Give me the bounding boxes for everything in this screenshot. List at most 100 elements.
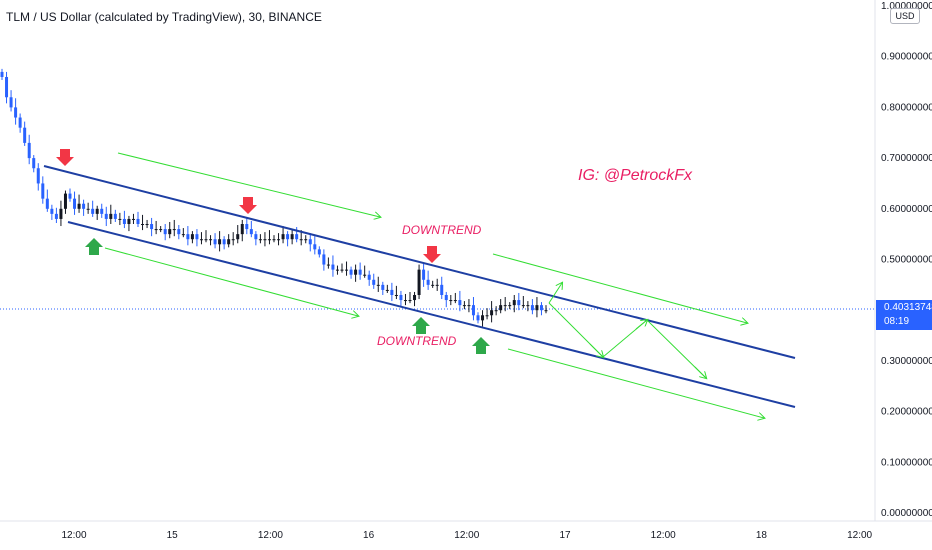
candle-body: [358, 269, 362, 275]
candle-body: [467, 305, 471, 307]
candle-body: [322, 254, 326, 265]
candle-body: [172, 229, 176, 231]
downtrend-label-bottom[interactable]: DOWNTREND: [377, 334, 457, 348]
time-tick-label: 18: [756, 530, 768, 541]
candle-body: [95, 208, 99, 214]
candle-body: [104, 213, 108, 219]
candle-body: [141, 224, 145, 226]
candle-body: [163, 229, 167, 235]
candle-body: [68, 193, 72, 199]
candle-body: [14, 107, 18, 118]
candle-body: [23, 127, 27, 143]
downtrend-label-top[interactable]: DOWNTREND: [402, 223, 482, 237]
time-tick-label: 12:00: [847, 530, 872, 541]
candle-body: [267, 239, 271, 241]
candle-body: [77, 203, 81, 209]
down-arrow-icon[interactable]: [56, 149, 74, 166]
candle-body: [376, 284, 380, 286]
candle-body: [186, 234, 190, 240]
down-arrow-icon[interactable]: [423, 246, 441, 263]
candle-body: [227, 239, 231, 245]
candle-body: [32, 158, 36, 169]
candle-body: [27, 142, 31, 159]
price-tick-label: 0.90000000: [881, 52, 932, 63]
candle-body: [440, 284, 444, 295]
candle-body: [345, 269, 349, 271]
guide-arrow-2[interactable]: [104, 247, 358, 316]
price-tick-label: 0.60000000: [881, 204, 932, 215]
time-tick-label: 17: [559, 530, 571, 541]
candle-body: [295, 234, 299, 240]
candle-body: [86, 208, 90, 210]
candle-body: [444, 294, 448, 301]
candle-body: [258, 239, 262, 241]
candle-body: [231, 239, 235, 241]
projection-arrow-up-1[interactable]: [548, 283, 562, 304]
candle-body: [426, 279, 430, 285]
candle-body: [36, 168, 40, 184]
candlesticks: [0, 68, 548, 327]
candle-body: [403, 300, 407, 302]
chart-title: TLM / US Dollar (calculated by TradingVi…: [6, 10, 322, 24]
price-tick-label: 0.50000000: [881, 255, 932, 266]
candle-body: [145, 224, 149, 226]
projection-arrow-down-2: [694, 366, 706, 378]
price-tick-label: 0.80000000: [881, 102, 932, 113]
candle-body: [435, 284, 439, 286]
up-arrow-icon[interactable]: [472, 337, 490, 354]
time-axis[interactable]: 12:00 15 12:00 16 12:00 17 12:00 18 12:00: [61, 530, 872, 541]
candle-body: [91, 208, 95, 214]
down-arrow-icon[interactable]: [239, 197, 257, 214]
candle-body: [5, 76, 9, 98]
candle-body: [54, 213, 58, 219]
candle-body: [354, 269, 358, 275]
candle-body: [154, 229, 158, 231]
candle-body: [82, 203, 86, 209]
candle-body: [281, 234, 285, 240]
projection-arrow-down-1: [589, 343, 603, 357]
candle-body: [521, 305, 525, 307]
candle-body: [131, 218, 135, 220]
channel-lower-line[interactable]: [67, 221, 796, 408]
candle-body: [394, 294, 398, 296]
candle-body: [272, 239, 276, 241]
currency-badge[interactable]: USD: [890, 8, 920, 24]
candle-body: [9, 97, 13, 108]
candle-body: [331, 264, 335, 270]
candle-body: [471, 305, 475, 316]
candle-body: [190, 234, 194, 240]
projection-path[interactable]: [548, 302, 707, 379]
candle-body: [494, 310, 498, 312]
up-arrow-icon[interactable]: [85, 238, 103, 255]
candle-body: [245, 224, 249, 230]
candle-body: [109, 213, 113, 219]
candle-body: [113, 213, 117, 219]
candle-body: [535, 305, 539, 311]
bar-countdown: 08:19: [884, 316, 910, 327]
candle-body: [299, 239, 303, 241]
candle-body: [526, 305, 530, 307]
candle-body: [417, 269, 421, 295]
guide-arrow-1[interactable]: [117, 152, 380, 217]
current-price-value: 0.40313748: [884, 302, 932, 313]
candle-body: [539, 305, 543, 311]
candle-body: [286, 234, 290, 240]
current-price-label: 0.40313748 08:19: [876, 300, 932, 330]
candle-body: [485, 315, 489, 317]
guide-arrow-4[interactable]: [507, 348, 764, 418]
price-axis[interactable]: 1.00000000 0.90000000 0.80000000 0.70000000…: [881, 1, 932, 519]
candle-body: [127, 218, 131, 225]
candle-body: [254, 234, 258, 240]
candle-body: [240, 224, 244, 235]
candle-body: [499, 305, 503, 311]
candle-body: [335, 269, 339, 271]
guide-arrow-3[interactable]: [492, 253, 747, 323]
candle-body: [213, 239, 217, 245]
candle-body: [385, 289, 389, 291]
candle-body: [222, 239, 226, 245]
candle-body: [218, 239, 222, 245]
channel-upper-line[interactable]: [43, 165, 796, 359]
watermark-label[interactable]: IG: @PetrockFx: [578, 167, 693, 184]
up-arrow-icon[interactable]: [412, 317, 430, 334]
